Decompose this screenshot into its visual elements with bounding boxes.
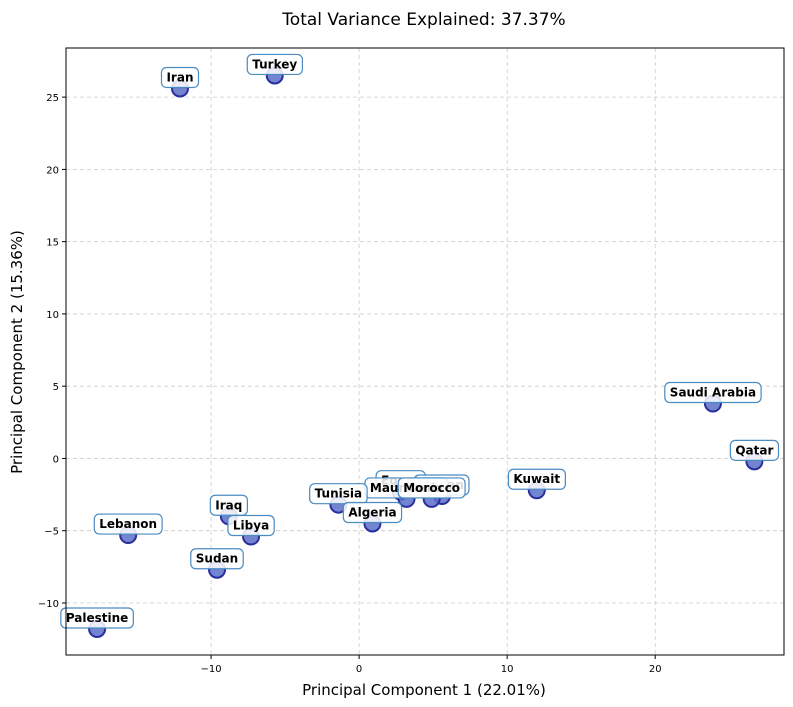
grid [66, 48, 784, 655]
y-tick-label: 10 [46, 310, 59, 321]
data-label-box [309, 483, 368, 505]
data-label-text: Iran [166, 70, 193, 84]
y-tick-label: 25 [46, 93, 59, 104]
data-label: Sudan [190, 548, 244, 570]
data-label: Libya [227, 514, 275, 537]
data-label-text: Palestine [66, 611, 129, 625]
data-label: Qatar [729, 439, 780, 461]
data-label: Kuwait [507, 468, 566, 490]
data-label-box [60, 607, 134, 629]
x-tick-label: 20 [649, 664, 662, 675]
data-label-box [160, 66, 200, 89]
data-label-box [507, 468, 566, 490]
data-label-text: Kuwait [513, 472, 560, 486]
data-label: Iran [160, 66, 200, 89]
data-label-text: Lebanon [99, 517, 157, 531]
data-label-text: Morocco [403, 481, 460, 495]
data-label-text: Qatar [735, 443, 773, 457]
data-label-box [246, 53, 303, 76]
y-tick-label: 15 [46, 238, 59, 249]
data-label-box [227, 514, 275, 537]
x-tick-label: −10 [201, 664, 222, 675]
data-label: Iraq [209, 494, 248, 516]
plot-frame [65, 47, 785, 656]
data-label-text: Saudi Arabia [670, 386, 756, 400]
data-label-text: Algeria [348, 505, 396, 519]
data-label-box [397, 477, 466, 499]
data-label: Tunisia [309, 483, 368, 505]
data-label-text: Tunisia [315, 487, 362, 501]
data-label-box [93, 513, 163, 535]
x-axis-label: Principal Component 1 (22.01%) [302, 681, 546, 699]
y-tick-label: 20 [46, 165, 59, 176]
y-axis-label: Principal Component 2 (15.36%) [8, 230, 26, 474]
data-label-box [190, 548, 244, 570]
y-tick-label: 0 [53, 454, 59, 465]
data-label: Algeria [342, 501, 403, 524]
data-label: Morocco [397, 477, 466, 499]
data-label-box [209, 494, 248, 516]
data-points [88, 66, 764, 638]
data-label-text: Turkey [252, 57, 297, 71]
data-label: Lebanon [93, 513, 163, 535]
data-label-text: Iraq [215, 498, 242, 512]
y-tick-label: −5 [44, 527, 59, 538]
x-tick-label: 10 [501, 664, 514, 675]
x-tick-label: 0 [356, 664, 362, 675]
data-label: Turkey [246, 53, 303, 76]
y-tick-label: 5 [53, 382, 59, 393]
data-label-box [342, 501, 403, 524]
data-label: Saudi Arabia [664, 381, 762, 404]
data-label-text: Sudan [196, 552, 238, 566]
data-label-box [664, 381, 762, 404]
x-axis-ticks: −10 0 10 20 [201, 655, 662, 675]
data-label: Palestine [60, 607, 134, 629]
data-label-text: Libya [233, 518, 269, 532]
data-label-box [729, 439, 780, 461]
y-tick-label: −10 [38, 599, 59, 610]
chart-title: Total Variance Explained: 37.37% [281, 10, 565, 30]
y-axis-ticks: −10 −5 0 5 10 15 20 25 [38, 93, 66, 610]
